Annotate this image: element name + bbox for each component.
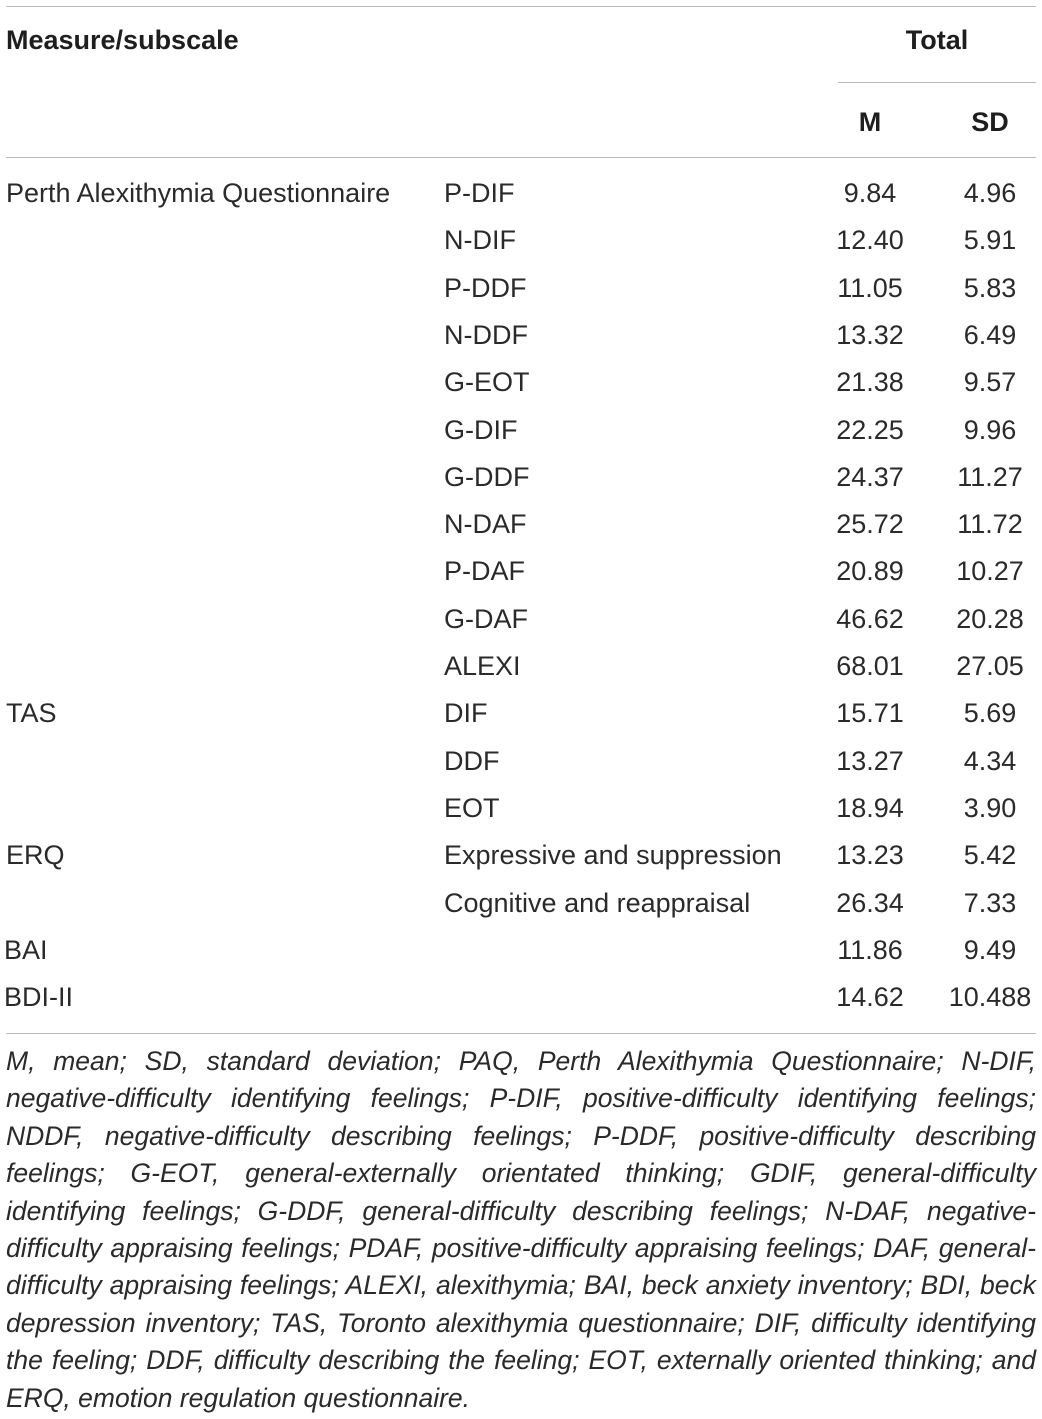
row-sd: 7.33 [963,887,1017,918]
row-mean: 22.25 [836,414,904,445]
row-subscale: P-DAF [444,556,525,587]
row-subscale: ALEXI [444,651,521,681]
group-underline [838,82,1036,83]
row-sd: 11.72 [957,509,1023,540]
row-subscale: DDF [444,745,500,776]
measure-subscale-header: Measure/subscale [6,25,239,55]
row-subscale: Cognitive and reappraisal [444,887,751,918]
row-subscale: N-DDF [444,319,528,350]
row-sd: 9.96 [963,414,1017,445]
row-sd: 5.91 [963,225,1017,256]
row-mean: 18.94 [836,792,904,823]
row-sd: 9.49 [963,934,1017,965]
row-subscale: G-DDF [444,461,530,492]
row-measure: BDI-II [4,982,74,1013]
row-mean: 20.89 [836,556,904,587]
row-subscale: G-DAF [444,603,528,634]
row-mean: 15.71 [836,698,904,729]
row-mean: 26.34 [836,887,904,918]
row-sd: 5.42 [963,840,1017,871]
row-mean: 9.84 [843,178,897,208]
row-subscale: EOT [444,792,500,823]
row-mean: 21.38 [836,367,904,398]
row-mean: 68.01 [836,651,904,681]
row-subscale: G-DIF [444,414,518,445]
row-sd: 6.49 [963,319,1017,350]
row-mean: 46.62 [836,603,904,634]
row-sd: 11.27 [957,461,1023,492]
row-sd: 10.27 [956,556,1024,587]
bottom-rule [6,1033,1036,1034]
row-sd: 5.83 [963,272,1017,303]
row-sd: 10.488 [948,982,1032,1013]
row-mean: 11.05 [837,272,903,303]
row-measure: ERQ [6,840,65,871]
sd-column-header: SD [971,107,1009,137]
row-sd: 27.05 [956,651,1024,681]
row-mean: 25.72 [836,509,904,540]
row-mean: 13.32 [836,319,904,350]
row-mean: 11.86 [837,934,903,965]
row-mean: 13.23 [836,840,904,871]
row-sd: 4.96 [963,178,1017,208]
row-measure: BAI [4,934,48,965]
row-subscale: N-DAF [444,509,527,540]
m-column-header: M [858,107,882,137]
row-subscale: Expressive and suppression [444,840,782,871]
row-subscale: DIF [444,698,488,729]
total-group-header: Total [905,25,969,55]
row-sd: 4.34 [963,745,1017,776]
row-measure: TAS [6,698,57,729]
row-subscale: N-DIF [444,225,516,256]
row-subscale: G-EOT [444,367,530,398]
top-rule [6,6,1036,7]
row-mean: 24.37 [836,461,904,492]
table-footnote: M, mean; SD, standard deviation; PAQ, Pe… [6,1046,1036,1413]
row-mean: 12.40 [836,225,904,256]
row-measure: Perth Alexithymia Questionnaire [6,178,391,208]
row-sd: 5.69 [963,698,1017,729]
row-subscale: P-DDF [444,272,527,303]
row-sd: 20.28 [956,603,1024,634]
row-mean: 14.62 [836,982,904,1013]
row-subscale: P-DIF [444,178,515,208]
row-sd: 9.57 [963,367,1017,398]
row-sd: 3.90 [963,792,1017,823]
header-rule [6,157,1036,158]
row-mean: 13.27 [836,745,904,776]
